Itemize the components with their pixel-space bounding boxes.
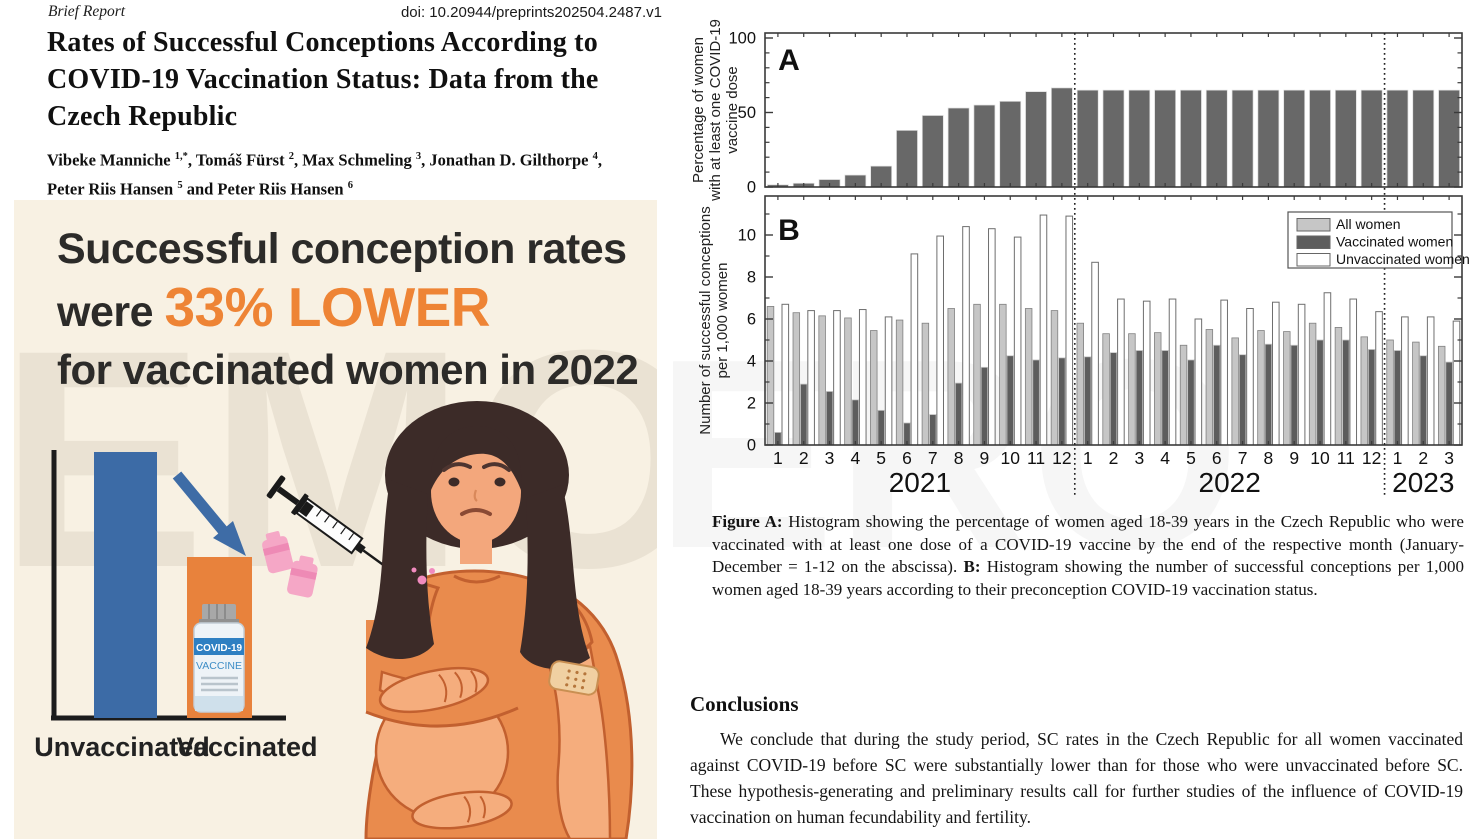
svg-text:Number of successful conceptio: Number of successful conceptionsper 1,00…: [697, 206, 731, 434]
injection-splash: [417, 575, 427, 585]
doi-text: doi: 10.20944/preprints202504.2487.v1: [400, 4, 662, 21]
conclusions-paragraph: We conclude that during the study period…: [690, 729, 1463, 827]
svg-text:5: 5: [876, 448, 886, 468]
svg-text:Unvaccinated women: Unvaccinated women: [1336, 251, 1470, 267]
unvaccinated-bar: [94, 452, 157, 718]
headline-line1: Successful conception rates: [57, 225, 627, 273]
headline-line3: for vaccinated women in 2022: [57, 346, 639, 393]
headline-line2: were 33% LOWER: [57, 276, 491, 338]
injection-splash: [429, 568, 435, 574]
hair-lock: [520, 485, 590, 669]
pink-vial-icon: [287, 555, 318, 598]
hand-under-belly: [411, 790, 513, 830]
svg-text:3: 3: [1444, 448, 1454, 468]
svg-text:0: 0: [747, 437, 756, 455]
svg-text:9: 9: [1289, 448, 1299, 468]
svg-text:8: 8: [747, 269, 756, 287]
svg-text:7: 7: [1238, 448, 1248, 468]
svg-text:2: 2: [1418, 448, 1428, 468]
svg-text:4: 4: [747, 353, 756, 371]
caption-label-a: Figure A:: [712, 512, 783, 531]
svg-text:2022: 2022: [1199, 467, 1261, 498]
vial-label-line2: VACCINE: [196, 660, 242, 672]
svg-text:2: 2: [747, 395, 756, 413]
pink-vial-icon: [262, 531, 294, 574]
svg-text:1: 1: [1393, 448, 1403, 468]
decline-arrow-icon: [172, 471, 246, 556]
svg-text:10: 10: [738, 227, 756, 245]
svg-text:3: 3: [825, 448, 835, 468]
sad-mouth: [460, 508, 492, 516]
hand-on-belly: [378, 666, 490, 714]
svg-text:B: B: [778, 214, 800, 247]
svg-text:10: 10: [1310, 448, 1330, 468]
eyebrow: [482, 462, 511, 472]
svg-text:All women: All women: [1336, 216, 1401, 232]
svg-text:A: A: [778, 44, 800, 77]
svg-text:3: 3: [1134, 448, 1144, 468]
svg-text:10: 10: [1001, 448, 1021, 468]
eyebrow: [442, 462, 472, 472]
svg-text:Percentage of womenwith at lea: Percentage of womenwith at least one COV…: [690, 19, 741, 202]
article-type-label: Brief Report: [48, 3, 126, 20]
svg-text:7: 7: [928, 448, 938, 468]
eye: [494, 477, 506, 487]
bandage-icon: [548, 660, 600, 696]
svg-text:2021: 2021: [889, 467, 951, 498]
svg-text:6: 6: [902, 448, 912, 468]
svg-text:100: 100: [728, 30, 756, 48]
svg-text:12: 12: [1052, 448, 1071, 468]
author-line: Peter Riis Hansen 5 and Peter Riis Hanse…: [47, 179, 353, 198]
syringe-icon: [266, 475, 399, 577]
unvaccinated-bar-label: Unvaccinated: [34, 732, 210, 762]
arm: [543, 643, 612, 839]
hair-lock: [366, 480, 434, 660]
svg-text:9: 9: [980, 448, 990, 468]
svg-text:4: 4: [850, 448, 860, 468]
infographic-panel: EMO V Successful conception rates were 3…: [14, 200, 657, 839]
svg-text:8: 8: [1264, 448, 1274, 468]
caption-label-b: B:: [963, 557, 981, 576]
infographic-headline: Successful conception rates were 33% LOW…: [57, 222, 639, 397]
page-title: Rates of Successful Conceptions Accordin…: [47, 27, 599, 132]
vaccinated-bar-label: Vaccinated: [176, 732, 317, 762]
svg-text:11: 11: [1027, 448, 1045, 468]
svg-text:2: 2: [1109, 448, 1119, 468]
svg-text:6: 6: [1212, 448, 1222, 468]
caption-text-b: Histogram showing the number of successf…: [712, 557, 1464, 599]
svg-text:11: 11: [1337, 448, 1355, 468]
svg-text:Vaccinated women: Vaccinated women: [1336, 234, 1453, 250]
eye: [448, 477, 460, 487]
vaccine-vial: COVID-19 VACCINE: [193, 604, 245, 713]
caption-text-a: Histogram showing the percentage of wome…: [712, 512, 1464, 576]
svg-text:0: 0: [747, 179, 756, 197]
svg-text:1: 1: [1083, 448, 1093, 468]
svg-text:6: 6: [747, 311, 756, 329]
headline-highlight: 33% LOWER: [164, 276, 491, 338]
injection-splash: [411, 567, 417, 573]
vial-label-line1: COVID-19: [196, 643, 243, 654]
author-line: Vibeke Manniche 1,*, Tomáš Fürst 2, Max …: [47, 150, 602, 170]
svg-text:12: 12: [1362, 448, 1381, 468]
svg-text:2: 2: [799, 448, 809, 468]
pregnant-woman-illustration: [364, 401, 634, 839]
mini-bar-chart: COVID-19 VACCINE: [34, 450, 399, 762]
figure-caption: Figure A: Histogram showing the percenta…: [712, 511, 1464, 601]
svg-text:4: 4: [1160, 448, 1170, 468]
svg-text:50: 50: [738, 104, 756, 122]
svg-text:5: 5: [1186, 448, 1196, 468]
svg-text:1: 1: [773, 448, 783, 468]
svg-text:2023: 2023: [1392, 467, 1454, 498]
author-list: Vibeke Manniche 1,*, Tomáš Fürst 2, Max …: [47, 144, 657, 201]
infographic-illustration: COVID-19 VACCINE: [34, 401, 634, 839]
conclusions-heading: Conclusions: [690, 692, 799, 716]
svg-text:8: 8: [954, 448, 964, 468]
